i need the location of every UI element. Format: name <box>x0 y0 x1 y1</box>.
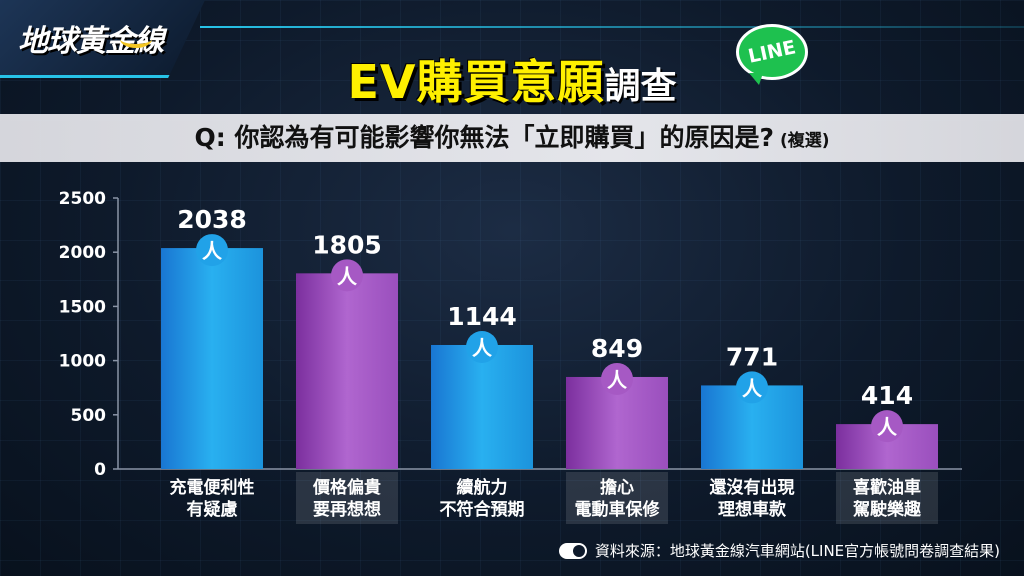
person-marker-icon <box>601 362 633 395</box>
value-label: 1805 <box>312 230 382 259</box>
category-label: 擔心 <box>600 477 634 498</box>
value-label: 849 <box>591 334 643 363</box>
person-marker-icon <box>331 259 363 292</box>
value-label: 414 <box>861 381 913 410</box>
category-label: 電動車保修 <box>575 499 661 520</box>
unit-marker-label: 人 <box>337 264 358 288</box>
line-logo-icon: LINE <box>736 24 808 85</box>
category-label: 要再想想 <box>313 499 381 520</box>
source-text: 資料來源：地球黃金線汽車網站(LINE官方帳號問卷調查結果) <box>594 542 1000 560</box>
person-marker-icon <box>736 371 768 404</box>
bar <box>296 273 398 469</box>
unit-marker-label: 人 <box>472 336 493 360</box>
toggle-icon <box>558 542 587 559</box>
value-label: 2038 <box>177 205 247 234</box>
person-marker-icon <box>466 330 498 363</box>
logo-swoosh-icon <box>120 30 152 48</box>
category-label: 價格偏貴 <box>312 477 381 498</box>
data-source: 資料來源：地球黃金線汽車網站(LINE官方帳號問卷調查結果) <box>558 540 1000 561</box>
bar <box>161 248 263 469</box>
category-label-bg <box>566 472 668 524</box>
y-tick-label: 2000 <box>59 243 106 263</box>
category-label: 駕駛樂趣 <box>852 499 922 520</box>
y-tick-label: 1000 <box>59 352 106 372</box>
category-label-bg <box>836 472 938 524</box>
y-tick-label: 2500 <box>59 189 106 209</box>
category-label: 有疑慮 <box>187 499 238 520</box>
category-label: 充電便利性 <box>170 477 255 498</box>
unit-marker-label: 人 <box>742 376 763 400</box>
person-marker-icon <box>196 234 228 267</box>
question-banner: Q: 你認為有可能影響你無法「立即購買」的原因是? (複選) <box>0 114 1024 162</box>
channel-logo: 地球黃金線 <box>0 0 205 78</box>
bar <box>431 344 533 469</box>
y-tick-label: 0 <box>94 460 106 480</box>
y-tick-label: 500 <box>71 406 107 426</box>
question-note: (複選) <box>779 131 830 151</box>
category-label: 還沒有出現 <box>710 477 795 498</box>
header-accent-line <box>200 26 1024 28</box>
category-label: 續航力 <box>457 477 508 498</box>
category-label: 喜歡油車 <box>853 477 921 498</box>
value-label: 1144 <box>447 302 517 331</box>
category-label-bg <box>296 472 398 524</box>
person-marker-icon <box>871 410 903 443</box>
page-title: EV購買意願調查 <box>0 46 1024 112</box>
unit-marker-label: 人 <box>202 239 223 263</box>
unit-marker-label: 人 <box>607 368 628 392</box>
title-suffix: 調查 <box>604 66 677 107</box>
category-label: 理想車款 <box>718 499 787 520</box>
question-text: Q: 你認為有可能影響你無法「立即購買」的原因是? <box>194 123 774 152</box>
title-main: EV購買意願 <box>347 55 605 109</box>
value-label: 771 <box>726 342 778 371</box>
unit-marker-label: 人 <box>877 415 898 439</box>
y-tick-label: 1500 <box>59 297 106 317</box>
category-label: 不符合預期 <box>440 499 525 520</box>
